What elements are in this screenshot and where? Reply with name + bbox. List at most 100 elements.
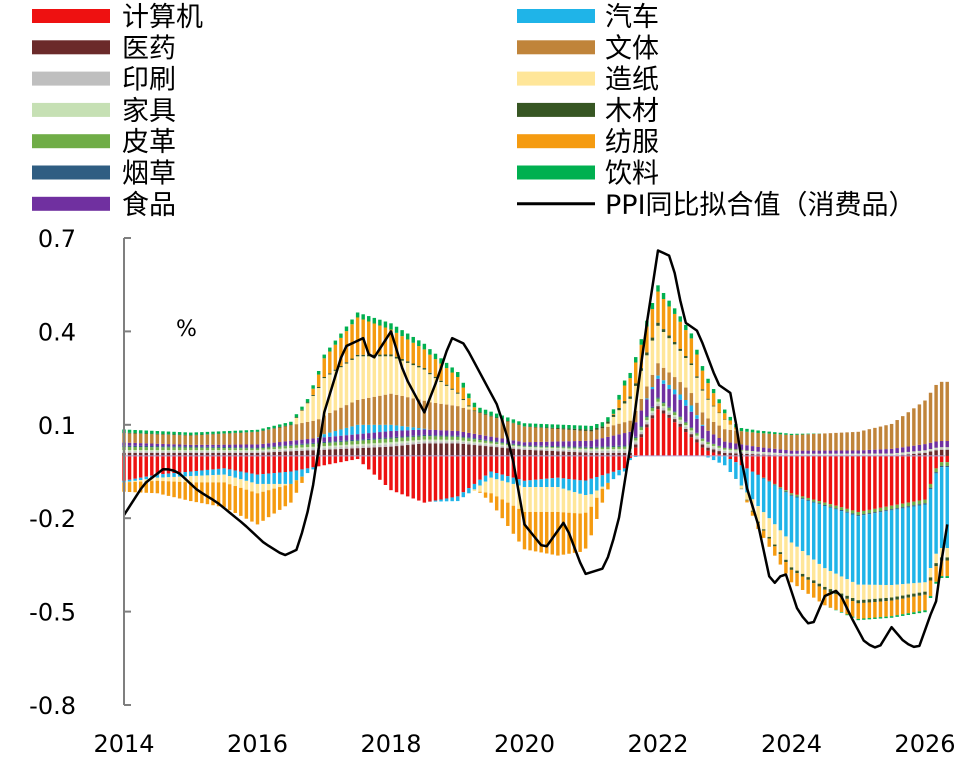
bar-segment xyxy=(333,455,338,464)
bar-segment xyxy=(494,418,499,438)
bar-stack xyxy=(839,432,844,613)
bar-segment xyxy=(361,455,365,465)
bar-segment xyxy=(895,615,899,617)
bar-segment xyxy=(272,450,276,453)
bar-segment xyxy=(545,487,549,512)
bar-segment xyxy=(678,399,682,417)
bar-segment xyxy=(389,356,393,394)
bar-segment xyxy=(355,354,360,357)
bar-segment xyxy=(478,455,482,480)
bar-segment xyxy=(517,455,521,480)
bar-stack xyxy=(383,321,388,485)
legend-swatch xyxy=(32,196,110,211)
bar-segment xyxy=(344,455,349,462)
bar-segment xyxy=(773,546,777,556)
bar-segment xyxy=(723,419,727,430)
bar-segment xyxy=(661,403,666,407)
bar-segment xyxy=(906,507,911,584)
bar-segment xyxy=(656,401,660,404)
bar-segment xyxy=(472,438,477,440)
bar-segment xyxy=(311,443,315,447)
bar-segment xyxy=(266,473,271,484)
bar-segment xyxy=(494,496,499,511)
bar-stack xyxy=(350,319,354,461)
bar-segment xyxy=(161,434,165,435)
bar-segment xyxy=(189,446,193,448)
bar-segment xyxy=(361,424,365,434)
bar-segment xyxy=(211,455,215,470)
bar-segment xyxy=(283,472,288,484)
bar-stack xyxy=(672,308,677,456)
bar-segment xyxy=(439,435,443,437)
bar-segment xyxy=(939,465,944,468)
bar-segment xyxy=(845,454,849,456)
bar-segment xyxy=(728,420,733,425)
bar-segment xyxy=(539,450,543,456)
bar-segment xyxy=(728,442,733,449)
bar-segment xyxy=(194,450,199,452)
bar-stack xyxy=(355,312,360,460)
x-axis: 2014 2016 2018 2020 2022 2024 2026 xyxy=(93,730,955,758)
bar-segment xyxy=(411,442,415,445)
bar-segment xyxy=(411,440,415,443)
bar-segment xyxy=(689,434,694,438)
bar-segment xyxy=(906,453,911,455)
bar-stack xyxy=(728,416,733,473)
legend-swatch xyxy=(517,9,595,23)
bar-segment xyxy=(572,447,577,449)
bar-segment xyxy=(339,445,343,447)
bar-segment xyxy=(717,425,721,439)
bar-segment xyxy=(895,584,899,597)
bar-segment xyxy=(834,505,838,509)
bar-segment xyxy=(756,455,760,475)
bar-segment xyxy=(895,455,899,505)
bar-segment xyxy=(728,429,733,443)
bar-segment xyxy=(600,455,605,476)
bar-stack xyxy=(767,431,771,547)
bar-segment xyxy=(456,443,460,456)
bar-stack xyxy=(812,433,816,598)
bar-stack xyxy=(166,431,171,496)
bar-segment xyxy=(873,601,877,618)
bar-segment xyxy=(917,592,922,596)
bar-segment xyxy=(812,502,816,560)
bar-segment xyxy=(133,433,137,443)
bar-segment xyxy=(222,446,226,448)
bar-segment xyxy=(684,400,688,406)
bar-segment xyxy=(255,474,260,484)
bar-segment xyxy=(177,450,182,452)
bar-segment xyxy=(278,427,282,443)
bar-segment xyxy=(639,437,644,456)
bar-segment xyxy=(723,413,727,420)
bar-segment xyxy=(806,500,810,556)
bar-segment xyxy=(528,442,532,446)
bar-segment xyxy=(906,412,911,447)
bar-segment xyxy=(812,501,816,503)
bar-segment xyxy=(227,452,232,456)
bar-segment xyxy=(472,402,477,408)
bar-segment xyxy=(239,430,243,433)
bar-segment xyxy=(183,455,187,473)
bar-segment xyxy=(789,493,794,495)
bar-segment xyxy=(839,612,844,613)
bar-segment xyxy=(611,409,616,414)
bar-segment xyxy=(617,434,621,446)
bar-segment xyxy=(161,446,165,448)
bar-segment xyxy=(333,370,338,411)
bar-segment xyxy=(172,452,176,456)
bar-segment xyxy=(578,513,582,552)
bar-segment xyxy=(583,480,588,496)
bar-stack xyxy=(745,428,749,503)
bar-segment xyxy=(367,433,371,439)
bar-segment xyxy=(283,451,288,456)
bar-segment xyxy=(773,452,777,454)
bar-stack xyxy=(428,349,432,502)
bar-segment xyxy=(533,426,538,428)
bar-segment xyxy=(583,447,588,450)
bar-segment xyxy=(812,583,816,598)
legend-label: 食品 xyxy=(122,190,176,221)
bar-segment xyxy=(328,445,332,448)
bar-segment xyxy=(300,423,304,440)
bar-segment xyxy=(884,455,888,507)
bar-segment xyxy=(422,443,427,456)
